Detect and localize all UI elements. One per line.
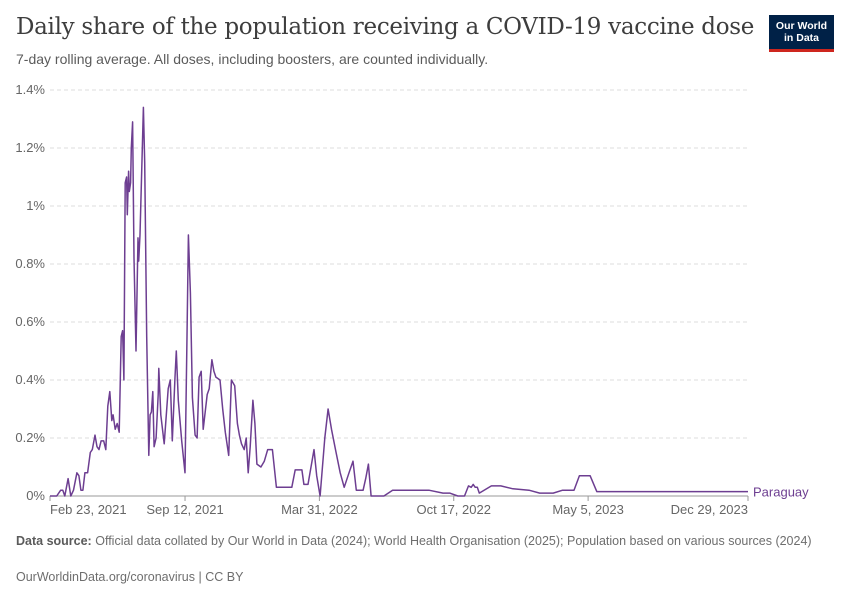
x-tick-label: Feb 23, 2021: [50, 502, 127, 517]
series-line-paraguay[interactable]: [50, 106, 748, 497]
chart-title: Daily share of the population receiving …: [16, 14, 755, 40]
y-tick-label: 1%: [26, 198, 45, 213]
source-url-link[interactable]: OurWorldinData.org/coronavirus | CC BY: [16, 570, 244, 584]
series-label-paraguay[interactable]: Paraguay: [753, 485, 809, 500]
y-tick-label: 0.8%: [15, 256, 45, 271]
x-axis-tick-labels: Feb 23, 2021 Sep 12, 2021 Mar 31, 2022 Oct …: [49, 496, 749, 517]
y-tick-label: 0.2%: [15, 430, 45, 445]
y-tick-label: 0%: [26, 488, 45, 503]
x-tick-label: Dec 29, 2023: [671, 502, 748, 517]
x-tick-label: May 5, 2023: [552, 502, 624, 517]
x-tick-label: Mar 31, 2022: [281, 502, 358, 517]
x-tick-label: Sep 12, 2021: [146, 502, 223, 517]
y-tick-label: 0.6%: [15, 314, 45, 329]
data-source-text: Official data collated by Our World in D…: [95, 534, 812, 548]
logo-line-1: Our World: [775, 20, 828, 32]
line-chart: 0% 0.2% 0.4% 0.6% 0.8% 1% 1.2% 1.4% Feb 23, 202…: [15, 82, 809, 517]
logo-line-2: in Data: [783, 32, 819, 44]
y-axis-tick-labels: 0% 0.2% 0.4% 0.6% 0.8% 1% 1.2% 1.4%: [15, 82, 45, 503]
y-tick-label: 0.4%: [15, 372, 45, 387]
x-tick-label: Oct 17, 2022: [417, 502, 491, 517]
data-source-note: Data source: Official data collated by O…: [16, 533, 816, 549]
owid-logo[interactable]: Our World in Data: [769, 15, 834, 52]
gridlines: [50, 89, 748, 497]
y-tick-label: 1.4%: [15, 82, 45, 97]
chart-subtitle: 7-day rolling average. All doses, includ…: [16, 51, 489, 67]
series-labels: Paraguay: [753, 485, 809, 500]
y-tick-label: 1.2%: [15, 140, 45, 155]
data-source-label: Data source:: [16, 534, 92, 548]
series-lines: [50, 106, 748, 497]
